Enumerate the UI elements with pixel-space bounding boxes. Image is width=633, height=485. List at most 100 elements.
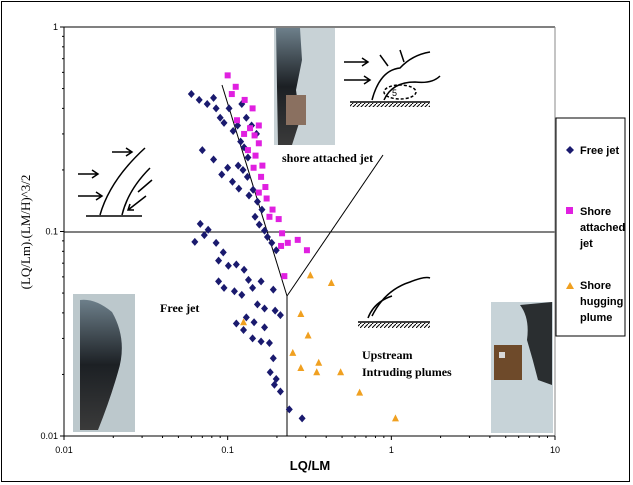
point-free-jet (215, 277, 223, 286)
point-free-jet (220, 283, 228, 292)
sketch-shore-hugging (358, 276, 431, 328)
point-free-jet (215, 256, 223, 265)
region-label-intruding: Intruding plumes (362, 365, 452, 379)
svg-text:5: 5 (392, 88, 397, 98)
point-free-jet (203, 100, 211, 109)
point-shore-attached-jet (258, 173, 265, 180)
point-shore-hugging-plume (304, 331, 312, 339)
point-free-jet (269, 354, 277, 363)
point-shore-attached-jet (266, 213, 273, 220)
point-shore-attached-jet (251, 132, 258, 139)
point-shore-attached-jet (255, 140, 262, 147)
point-shore-hugging-plume (240, 318, 248, 326)
legend-label-shore-hugging: Shore hugging plume (580, 280, 626, 324)
point-free-jet (261, 226, 269, 235)
point-shore-attached-jet (252, 152, 259, 159)
point-shore-hugging-plume (337, 368, 345, 376)
point-free-jet (271, 306, 279, 315)
point-shore-attached-jet (262, 184, 269, 191)
legend-box (555, 117, 626, 337)
point-shore-attached-jet (255, 122, 262, 129)
point-free-jet (266, 368, 274, 377)
point-free-jet (272, 246, 280, 255)
legend: Free jet Shore attached jet Shore huggin… (555, 117, 628, 337)
point-free-jet (218, 170, 226, 179)
point-free-jet (195, 95, 203, 104)
sketch-shore-attached: 5 (344, 49, 441, 107)
x-tick-label: 0.01 (55, 445, 73, 455)
photo-shore-hugging (491, 302, 553, 433)
point-shore-hugging-plume (356, 388, 364, 396)
point-shore-attached-jet (250, 164, 257, 171)
sketch-free-jet (78, 147, 153, 217)
point-shore-attached-jet (275, 216, 282, 223)
legend-label-shore-attached: Shore attached jet (579, 206, 628, 250)
point-free-jet (276, 387, 284, 396)
point-free-jet (251, 212, 259, 221)
point-free-jet (249, 185, 257, 194)
point-shore-hugging-plume (297, 309, 305, 317)
point-free-jet (243, 172, 251, 181)
point-free-jet (234, 121, 242, 130)
point-free-jet (230, 287, 238, 296)
x-axis-label: LQ/LM (290, 458, 330, 473)
point-free-jet (191, 237, 199, 246)
point-free-jet (261, 323, 269, 332)
region-label-upstream: Upstream (362, 348, 412, 362)
point-free-jet (285, 405, 293, 414)
point-free-jet (220, 118, 228, 127)
point-shore-attached-jet (249, 105, 256, 112)
point-free-jet (257, 277, 265, 286)
x-tick-label: 1 (389, 445, 394, 455)
x-tick-label: 0.1 (221, 445, 234, 455)
point-free-jet (200, 231, 208, 240)
y-tick-label: 1 (53, 22, 58, 32)
point-shore-attached-jet (284, 239, 291, 246)
point-free-jet (204, 225, 212, 234)
point-shore-attached-jet (278, 242, 285, 249)
point-shore-attached-jet (233, 117, 240, 124)
point-shore-attached-jet (279, 230, 286, 237)
point-free-jet (265, 338, 273, 347)
point-free-jet (249, 283, 257, 292)
point-free-jet (238, 290, 246, 299)
point-shore-attached-jet (241, 96, 248, 103)
point-free-jet (263, 232, 271, 241)
point-free-jet (216, 113, 224, 122)
point-free-jet (210, 93, 218, 102)
point-shore-hugging-plume (313, 368, 321, 376)
photo-shore-attached (274, 28, 335, 145)
point-free-jet (234, 161, 242, 170)
point-free-jet (239, 165, 247, 174)
axis-ticks: 0.01 0.1 1 10 0.01 0.1 1 (40, 22, 560, 455)
point-free-jet (268, 238, 276, 247)
point-shore-attached-jet (303, 247, 310, 254)
y-tick-label: 0.1 (45, 227, 58, 237)
point-shore-attached-jet (281, 273, 288, 280)
point-shore-attached-jet (241, 130, 248, 137)
legend-marker-free-jet (566, 146, 574, 154)
point-free-jet (253, 300, 261, 309)
point-shore-attached-jet (269, 206, 276, 213)
point-shore-attached-jet (259, 162, 266, 169)
region-label-shore-attached: shore attached jet (282, 151, 373, 165)
point-shore-attached-jet (228, 91, 235, 98)
point-free-jet (224, 261, 232, 270)
legend-label-free-jet: Free jet (580, 145, 619, 157)
point-free-jet (232, 319, 240, 328)
x-tick-label: 10 (550, 445, 560, 455)
point-free-jet (253, 197, 261, 206)
point-shore-attached-jet (247, 125, 254, 132)
y-tick-label: 0.01 (40, 431, 58, 441)
point-free-jet (272, 374, 280, 383)
point-free-jet (276, 311, 284, 320)
point-free-jet (210, 155, 218, 164)
point-shore-hugging-plume (289, 348, 297, 356)
point-free-jet (244, 153, 252, 162)
point-free-jet (237, 137, 245, 146)
point-free-jet (242, 313, 250, 322)
point-shore-attached-jet (294, 236, 301, 243)
